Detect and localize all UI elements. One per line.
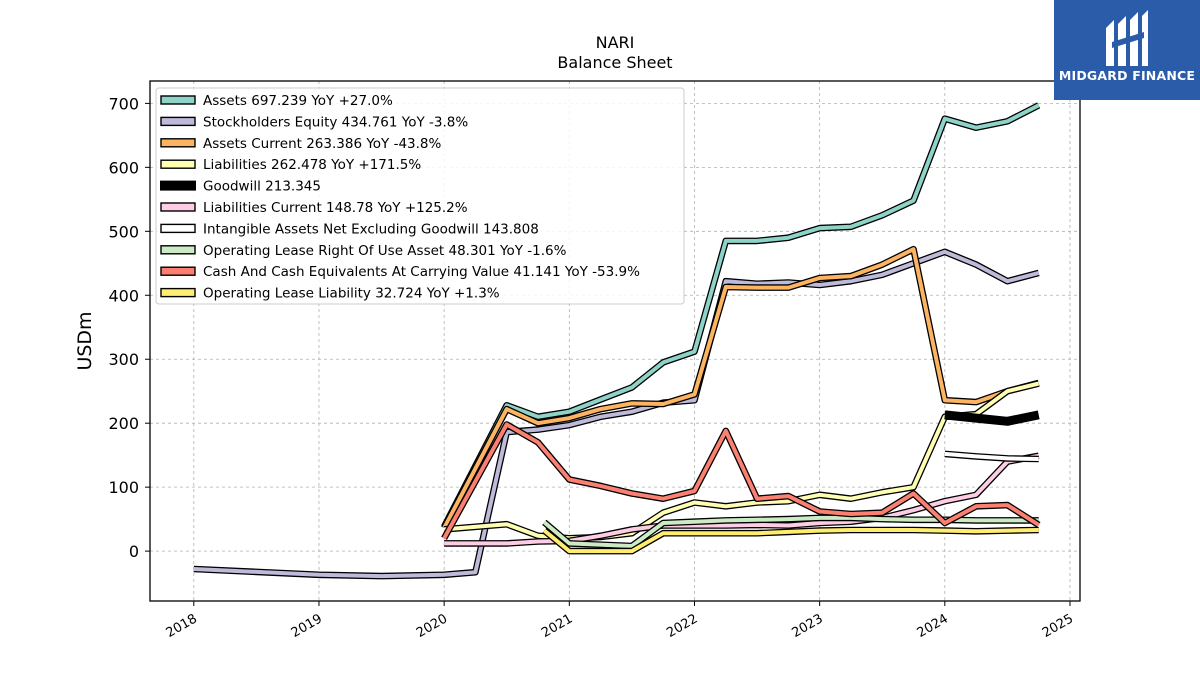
legend-entry: Assets 697.239 YoY +27.0% [160, 93, 393, 109]
series-stroke [442, 103, 1040, 528]
series-stroke [944, 410, 1040, 426]
y-tick-label: 700 [108, 94, 139, 113]
chart-subtitle: Balance Sheet [557, 53, 672, 72]
legend: Assets 697.239 YoY +27.0% Stockholders Eq… [155, 87, 685, 305]
x-tick-label: 2024 [915, 611, 951, 641]
y-axis-label: USDm [74, 311, 96, 370]
series-line-6 [944, 450, 1039, 463]
x-tick-label: 2018 [164, 611, 200, 641]
legend-entry: Cash And Cash Equivalents At Carrying Va… [160, 264, 640, 280]
legend-swatch [160, 116, 196, 127]
legend-label: Cash And Cash Equivalents At Carrying Va… [203, 264, 640, 280]
legend-entry: Intangible Assets Net Excluding Goodwill… [160, 221, 539, 237]
series-stroke [543, 528, 1039, 554]
x-axis-ticks: 2018 2019 2020 2021 2022 2023 2024 2025 [164, 601, 1076, 641]
legend-label: Liabilities Current 148.78 YoY +125.2% [203, 200, 468, 216]
series-line-7 [542, 514, 1039, 550]
y-tick-label: 600 [108, 158, 139, 177]
legend-entry: Operating Lease Liability 32.724 YoY +1.… [160, 286, 500, 302]
legend-label: Goodwill 213.345 [203, 179, 321, 195]
series-stroke [543, 515, 1039, 548]
y-tick-label: 0 [129, 542, 139, 561]
midgard-finance-logo: MIDGARD FINANCE [1054, 0, 1200, 100]
legend-entry: Stockholders Equity 434.761 YoY -3.8% [160, 114, 468, 130]
legend-label: Intangible Assets Net Excluding Goodwill… [203, 221, 539, 237]
y-tick-label: 200 [108, 414, 139, 433]
legend-entry: Liabilities Current 148.78 YoY +125.2% [160, 200, 468, 216]
legend-label: Operating Lease Liability 32.724 YoY +1.… [203, 286, 500, 302]
series-stroke [944, 451, 1039, 461]
y-axis-ticks: 0 100 200 300 400 500 600 700 [108, 94, 150, 561]
chart-title: NARI [596, 33, 635, 52]
x-tick-label: 2023 [789, 611, 825, 641]
legend-entry: Goodwill 213.345 [160, 179, 321, 195]
legend-box [155, 87, 685, 305]
y-tick-label: 100 [108, 478, 139, 497]
y-tick-label: 300 [108, 350, 139, 369]
legend-swatch [160, 138, 196, 148]
plot-frame [149, 80, 1081, 602]
x-tick-label: 2020 [414, 611, 450, 641]
series-line-2 [441, 245, 1040, 530]
series-line-0 [441, 102, 1041, 529]
y-tick-label: 500 [108, 222, 139, 241]
logo-mark-icon [1106, 10, 1148, 66]
legend-entry: Liabilities 262.478 YoY +171.5% [160, 157, 421, 173]
legend-swatch [160, 245, 196, 255]
legend-entry: Assets Current 263.386 YoY -43.8% [160, 136, 442, 152]
series-lines [193, 102, 1041, 580]
x-tick-label: 2019 [289, 611, 325, 641]
legend-label: Stockholders Equity 434.761 YoY -3.8% [203, 114, 468, 130]
x-tick-label: 2022 [664, 611, 700, 641]
series-stroke [442, 422, 1040, 540]
legend-swatch [160, 287, 196, 298]
logo-brand-name: MIDGARD FINANCE [1058, 68, 1196, 83]
x-tick-label: 2025 [1040, 611, 1076, 641]
legend-label: Assets 697.239 YoY +27.0% [203, 93, 393, 109]
x-tick-label: 2021 [539, 611, 575, 641]
series-line-4 [944, 410, 1040, 426]
series-stroke [442, 247, 1040, 530]
series-stroke [193, 249, 1040, 579]
legend-label: Operating Lease Right Of Use Asset 48.30… [203, 243, 567, 259]
legend-entry: Operating Lease Right Of Use Asset 48.30… [160, 243, 567, 259]
legend-swatch [160, 223, 196, 234]
legend-label: Liabilities 262.478 YoY +171.5% [203, 157, 421, 173]
series-line-8 [441, 421, 1041, 540]
legend-label: Assets Current 263.386 YoY -43.8% [203, 136, 442, 152]
series-line-9 [542, 526, 1039, 555]
legend-swatch [160, 202, 196, 212]
legend-swatch [160, 180, 196, 191]
legend-swatch [160, 266, 196, 276]
legend-swatch [160, 95, 196, 105]
series-line-1 [193, 248, 1040, 580]
legend-swatch [160, 159, 196, 169]
y-tick-label: 400 [108, 286, 139, 305]
